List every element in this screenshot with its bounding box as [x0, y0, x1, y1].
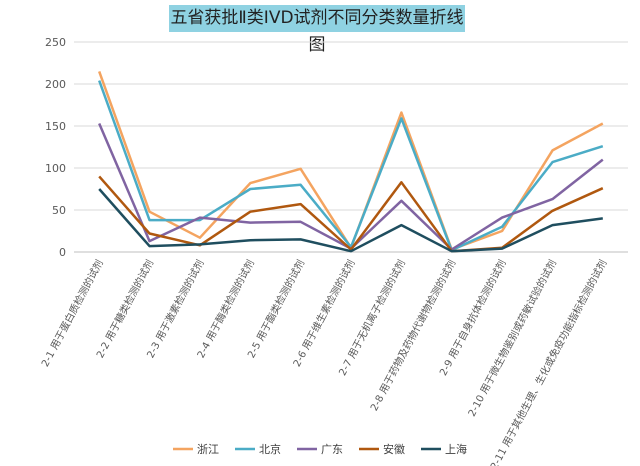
x-tick-label: 2-10 用于微生物鉴别或药敏试验的试剂	[465, 257, 559, 418]
x-tick-label: 2-3 用于激素检测的试剂	[144, 257, 207, 360]
y-axis-ticks: 0 50 100 150 200 250	[45, 36, 66, 259]
y-tick-label: 100	[45, 162, 66, 175]
legend: 浙江 北京 广东 安徽 上海	[173, 442, 467, 456]
series-lines	[98, 70, 604, 253]
gridlines	[74, 41, 628, 253]
chart-title: 五省获批Ⅱ类IVD试剂不同分类数量折线图	[169, 5, 465, 55]
x-tick-label: 2-4 用于酶类检测的试剂	[194, 257, 257, 360]
legend-label: 广东	[321, 443, 343, 456]
x-tick-label: 2-5 用于酯类检测的试剂	[244, 257, 307, 360]
y-tick-label: 150	[45, 120, 66, 133]
y-tick-label: 0	[59, 246, 66, 259]
legend-label: 北京	[259, 442, 281, 456]
legend-label: 安徽	[383, 442, 405, 456]
series-line	[98, 188, 603, 253]
y-tick-label: 200	[45, 78, 66, 91]
legend-label: 上海	[445, 442, 467, 456]
legend-label: 浙江	[197, 443, 219, 456]
series-line	[98, 70, 604, 251]
x-tick-label: 2-2 用于糖类检测的试剂	[93, 257, 156, 360]
y-tick-label: 50	[52, 204, 66, 217]
x-tick-label: 2-8 用于药物及药物代谢物检测的试剂	[367, 257, 458, 413]
series-line	[98, 175, 604, 253]
y-tick-label: 250	[45, 36, 66, 49]
